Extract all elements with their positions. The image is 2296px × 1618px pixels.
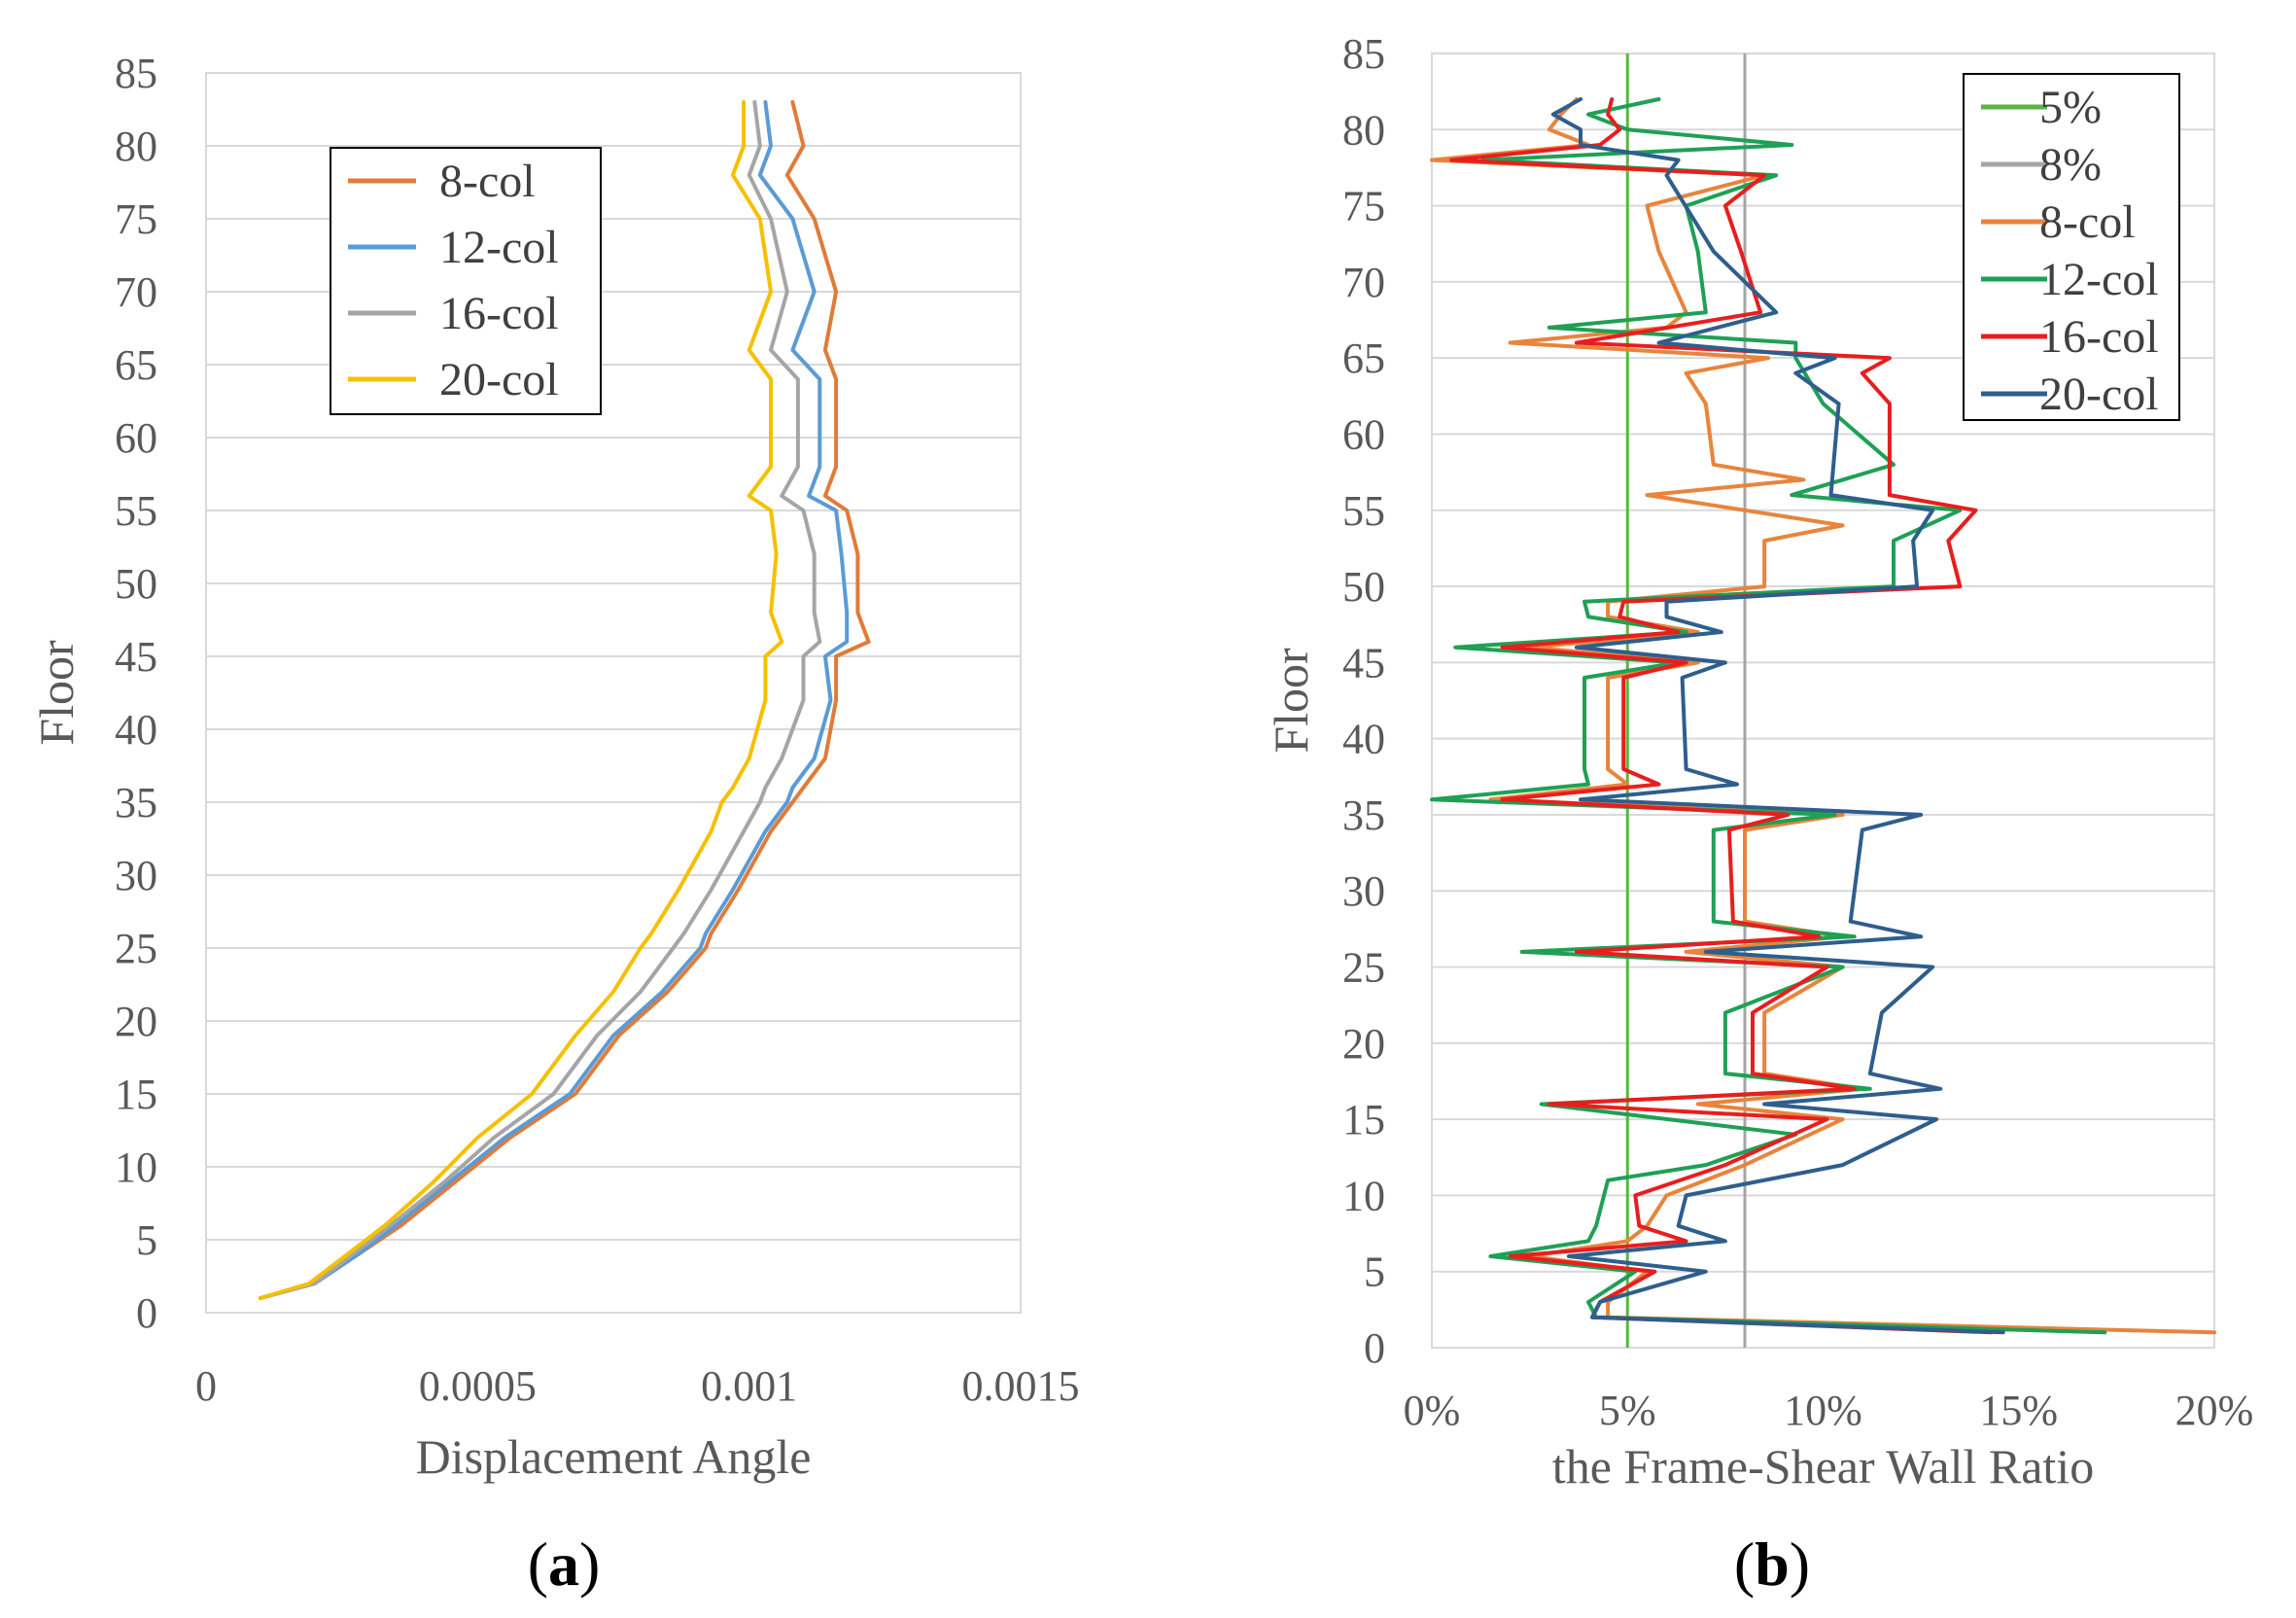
x-tick-label: 5% <box>1599 1387 1656 1434</box>
x-axis-label: Displacement Angle <box>416 1429 812 1484</box>
caption-part: ( <box>528 1530 548 1599</box>
y-axis-label: Floor <box>1264 648 1318 754</box>
y-tick-label: 85 <box>1342 30 1385 78</box>
x-tick-label: 0.0015 <box>962 1362 1080 1410</box>
y-tick-label: 55 <box>1342 487 1385 535</box>
x-tick-label: 0.0005 <box>419 1362 537 1410</box>
y-tick-label: 30 <box>115 852 157 899</box>
legend-label: 8-col <box>2039 196 2136 248</box>
legend-label: 8% <box>2039 139 2102 191</box>
y-tick-label: 0 <box>1364 1324 1385 1372</box>
panel-b: 0 5 10 15 20 25 30 35 40 45 50 55 60 65 70 75 80 85 0% 5% 10… <box>1264 30 2253 1599</box>
y-tick-label: 80 <box>115 123 157 170</box>
series-line-20-col <box>1550 97 2005 1335</box>
caption-part: b <box>1755 1530 1790 1599</box>
x-tick-label: 20% <box>2175 1387 2254 1434</box>
legend-box <box>330 147 602 415</box>
y-axis-label: Floor <box>29 640 84 746</box>
y-tick-label: 25 <box>115 925 157 972</box>
panel-caption: (b) <box>1734 1530 1810 1599</box>
series-line-16-col <box>1449 97 1994 1335</box>
legend-label: 5% <box>2039 82 2102 133</box>
y-tick-label: 20 <box>115 998 157 1045</box>
y-tick-label: 45 <box>1342 639 1385 686</box>
y-tick-label: 10 <box>115 1143 157 1191</box>
y-tick-label: 35 <box>115 779 157 827</box>
legend-label: 20-col <box>439 354 559 405</box>
x-tick-label: 0.001 <box>701 1362 797 1410</box>
series-line-8-col <box>258 100 871 1300</box>
y-tick-label: 0 <box>136 1289 157 1337</box>
series-line-20-col <box>258 100 784 1300</box>
legend-label: 20-col <box>2039 369 2159 420</box>
legend-label: 12-col <box>2039 254 2159 305</box>
legend-label: 8-col <box>439 156 536 207</box>
y-tick-label: 50 <box>1342 563 1385 611</box>
y-tick-label: 45 <box>115 633 157 681</box>
legend-label: 16-col <box>2039 311 2159 363</box>
series-line-16-col <box>258 100 822 1300</box>
panel-caption: (a) <box>528 1530 601 1599</box>
y-tick-label: 75 <box>1342 183 1385 230</box>
y-tick-label: 25 <box>1342 944 1385 992</box>
y-tick-label: 30 <box>1342 867 1385 915</box>
x-tick-label: 10% <box>1784 1387 1862 1434</box>
y-tick-label: 15 <box>115 1071 157 1118</box>
y-tick-label: 65 <box>115 341 157 389</box>
y-tick-label: 40 <box>115 706 157 754</box>
series-line-12-col <box>258 100 850 1300</box>
legend-box <box>1963 73 2180 421</box>
y-tick-label: 15 <box>1342 1096 1385 1143</box>
legend-label: 16-col <box>439 288 559 339</box>
x-tick-label: 0% <box>1404 1387 1461 1434</box>
y-tick-label: 55 <box>115 487 157 535</box>
y-tick-label: 70 <box>1342 259 1385 306</box>
series-line-12-col <box>1430 97 2107 1335</box>
y-tick-label: 5 <box>1364 1249 1385 1296</box>
legend-label: 12-col <box>439 222 559 273</box>
y-tick-label: 75 <box>115 195 157 243</box>
y-tick-label: 5 <box>136 1216 157 1264</box>
x-tick-label: 0 <box>195 1362 217 1410</box>
y-tick-label: 60 <box>115 414 157 462</box>
y-tick-label: 40 <box>1342 716 1385 763</box>
y-tick-label: 20 <box>1342 1020 1385 1068</box>
y-tick-label: 85 <box>115 50 157 97</box>
y-tick-label: 10 <box>1342 1172 1385 1219</box>
x-tick-label: 15% <box>1979 1387 2058 1434</box>
caption-part: ( <box>1734 1530 1755 1599</box>
y-tick-label: 35 <box>1342 791 1385 839</box>
y-tick-label: 60 <box>1342 410 1385 458</box>
y-tick-label: 70 <box>115 268 157 316</box>
y-tick-label: 80 <box>1342 106 1385 154</box>
caption-part: ) <box>1790 1530 1810 1599</box>
plot-area <box>205 72 1022 1314</box>
y-tick-label: 65 <box>1342 334 1385 382</box>
y-tick-label: 50 <box>115 560 157 608</box>
caption-part: a <box>548 1530 579 1599</box>
panel-a: 0 5 10 15 20 25 30 35 40 45 50 55 60 65 70 75 80 85 0 0.000… <box>29 50 1080 1599</box>
caption-part: ) <box>579 1530 600 1599</box>
x-axis-label: the Frame-Shear Wall Ratio <box>1552 1439 2094 1494</box>
